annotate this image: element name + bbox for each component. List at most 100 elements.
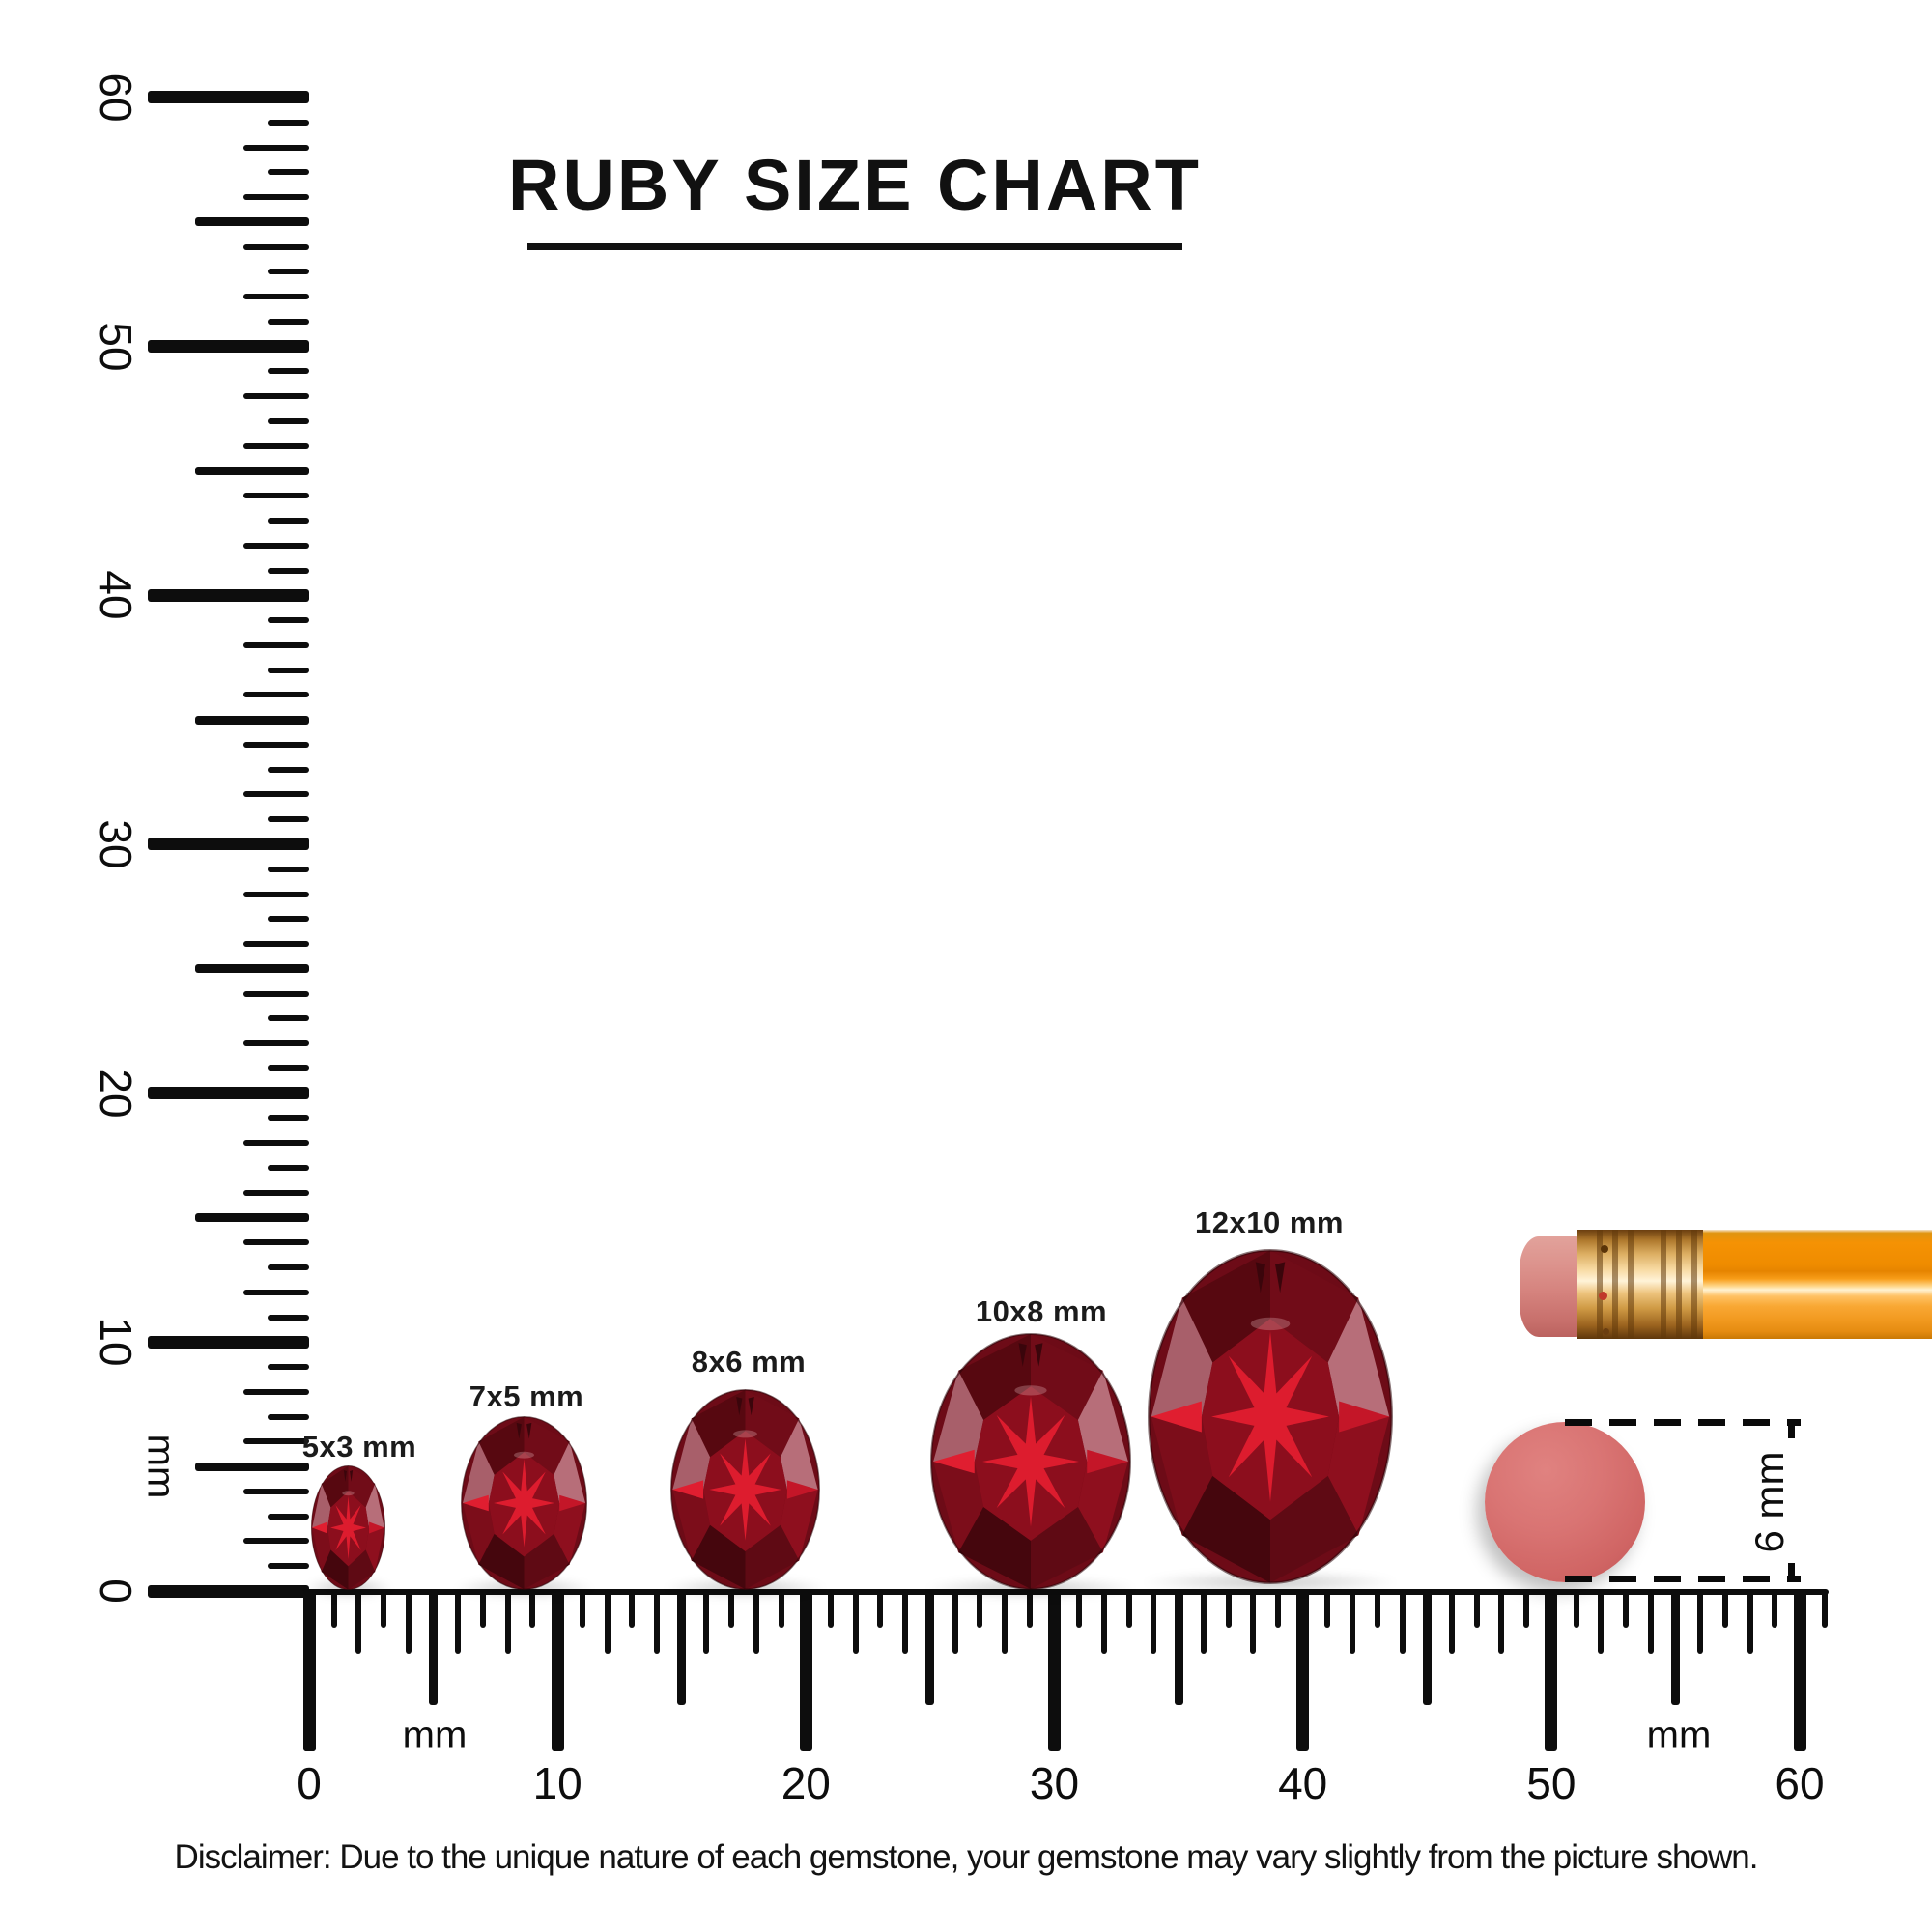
ruler-tick bbox=[1076, 1589, 1083, 1628]
ruler-tick bbox=[268, 1364, 309, 1371]
measurement-dashed-line-bottom bbox=[1565, 1576, 1801, 1582]
ruler-tick bbox=[504, 1589, 511, 1654]
ruler-tick bbox=[1399, 1589, 1406, 1654]
ruler-tick bbox=[1225, 1589, 1232, 1628]
ruler-tick bbox=[148, 1087, 309, 1100]
ruler-tick bbox=[268, 1563, 309, 1570]
gem-size-label-12x10: 12x10 mm bbox=[1195, 1206, 1344, 1239]
ruler-tick bbox=[1448, 1589, 1455, 1654]
ruler-tick bbox=[1048, 1589, 1061, 1751]
horizontal-ruler-number: 50 bbox=[1526, 1758, 1577, 1808]
eraser-diameter-label: 6 mm bbox=[1747, 1451, 1792, 1553]
vertical-ruler-number: 10 bbox=[91, 1317, 141, 1367]
ruler-tick bbox=[1100, 1589, 1107, 1654]
ruler-tick bbox=[148, 588, 309, 602]
ruler-tick bbox=[195, 217, 309, 227]
horizontal-ruler-number: 60 bbox=[1775, 1758, 1825, 1808]
ruby-gem-10x8 bbox=[930, 1333, 1131, 1590]
ruler-tick bbox=[243, 1488, 309, 1494]
ruler-tick bbox=[654, 1589, 661, 1654]
ruler-tick bbox=[243, 891, 309, 897]
ruler-tick bbox=[302, 1589, 316, 1751]
ruler-tick bbox=[243, 641, 309, 648]
ruler-tick bbox=[579, 1589, 585, 1628]
ruler-tick bbox=[148, 91, 309, 104]
title-underline bbox=[527, 243, 1182, 250]
ruler-tick bbox=[480, 1589, 487, 1628]
ruler-tick bbox=[268, 1164, 309, 1171]
page-title: RUBY SIZE CHART bbox=[508, 145, 1202, 225]
ruler-tick bbox=[243, 442, 309, 449]
horizontal-ruler-baseline bbox=[303, 1589, 1829, 1595]
ruler-tick bbox=[1200, 1589, 1207, 1654]
vertical-ruler-number: 60 bbox=[91, 72, 141, 123]
ruler-tick bbox=[268, 866, 309, 872]
ruler-tick bbox=[1573, 1589, 1579, 1628]
ruler-tick bbox=[1498, 1589, 1505, 1654]
ruler-tick bbox=[405, 1589, 412, 1654]
ruler-tick bbox=[268, 1264, 309, 1271]
ruler-tick bbox=[703, 1589, 710, 1654]
pencil-ferrule bbox=[1577, 1230, 1705, 1339]
ruler-tick bbox=[243, 791, 309, 798]
horizontal-ruler-unit-label-right: mm bbox=[1646, 1714, 1712, 1757]
ruler-tick bbox=[1151, 1589, 1157, 1654]
ruler-tick bbox=[925, 1589, 935, 1705]
disclaimer-text: Disclaimer: Due to the unique nature of … bbox=[174, 1838, 1759, 1876]
ruler-tick bbox=[455, 1589, 462, 1654]
ruler-tick bbox=[1670, 1589, 1680, 1705]
horizontal-ruler-number: 40 bbox=[1278, 1758, 1328, 1808]
ruby-gem-12x10 bbox=[1148, 1249, 1393, 1584]
ruler-tick bbox=[243, 1538, 309, 1545]
ruler-tick bbox=[330, 1589, 337, 1628]
vertical-ruler-number: 40 bbox=[91, 570, 141, 620]
ruler-tick bbox=[529, 1589, 536, 1628]
ruler-tick bbox=[1002, 1589, 1009, 1654]
ruler-tick bbox=[1026, 1589, 1033, 1628]
ruler-tick bbox=[268, 318, 309, 325]
ruler-tick bbox=[148, 1335, 309, 1349]
ruler-tick bbox=[195, 1212, 309, 1222]
ruler-tick bbox=[728, 1589, 735, 1628]
ruler-tick bbox=[355, 1589, 362, 1654]
ruler-tick bbox=[753, 1589, 759, 1654]
gem-size-label-8x6: 8x6 mm bbox=[691, 1345, 807, 1378]
ferrule-rivet-dot bbox=[1599, 1292, 1607, 1300]
ruler-tick bbox=[828, 1589, 835, 1628]
vertical-ruler-unit-label: mm bbox=[139, 1434, 183, 1499]
ruler-tick bbox=[778, 1589, 784, 1628]
ruler-tick bbox=[243, 542, 309, 549]
ruler-tick bbox=[268, 417, 309, 424]
ruler-tick bbox=[243, 1388, 309, 1395]
horizontal-ruler-number: 0 bbox=[297, 1758, 322, 1808]
ruler-tick bbox=[243, 741, 309, 748]
gem-size-label-5x3: 5x3 mm bbox=[301, 1430, 417, 1463]
ruler-tick bbox=[268, 567, 309, 574]
ruler-tick bbox=[268, 1065, 309, 1071]
gem-size-label-7x5: 7x5 mm bbox=[469, 1379, 584, 1413]
pencil-body bbox=[1703, 1230, 1932, 1339]
ferrule-rivet-dot bbox=[1603, 1328, 1609, 1335]
ruler-tick bbox=[1545, 1589, 1558, 1751]
ruler-tick bbox=[243, 144, 309, 151]
ruler-tick bbox=[1324, 1589, 1331, 1628]
ruler-tick bbox=[243, 294, 309, 300]
ruler-tick bbox=[551, 1589, 564, 1751]
ruler-tick bbox=[268, 1413, 309, 1420]
ruler-tick bbox=[1374, 1589, 1380, 1628]
gem-size-label-10x8: 10x8 mm bbox=[975, 1294, 1108, 1328]
ruler-tick bbox=[268, 617, 309, 624]
ruler-tick bbox=[268, 1115, 309, 1122]
ruler-tick bbox=[1350, 1589, 1356, 1654]
ruler-tick bbox=[1623, 1589, 1629, 1628]
ruler-tick bbox=[268, 518, 309, 525]
ruler-tick bbox=[268, 368, 309, 375]
ruler-tick bbox=[268, 667, 309, 673]
ruler-tick bbox=[243, 393, 309, 400]
ruler-tick bbox=[1793, 1589, 1806, 1751]
ruler-tick bbox=[195, 1462, 309, 1471]
ruler-tick bbox=[1598, 1589, 1605, 1654]
ruler-tick bbox=[148, 340, 309, 354]
ruler-tick bbox=[148, 838, 309, 851]
ruler-tick bbox=[268, 119, 309, 126]
